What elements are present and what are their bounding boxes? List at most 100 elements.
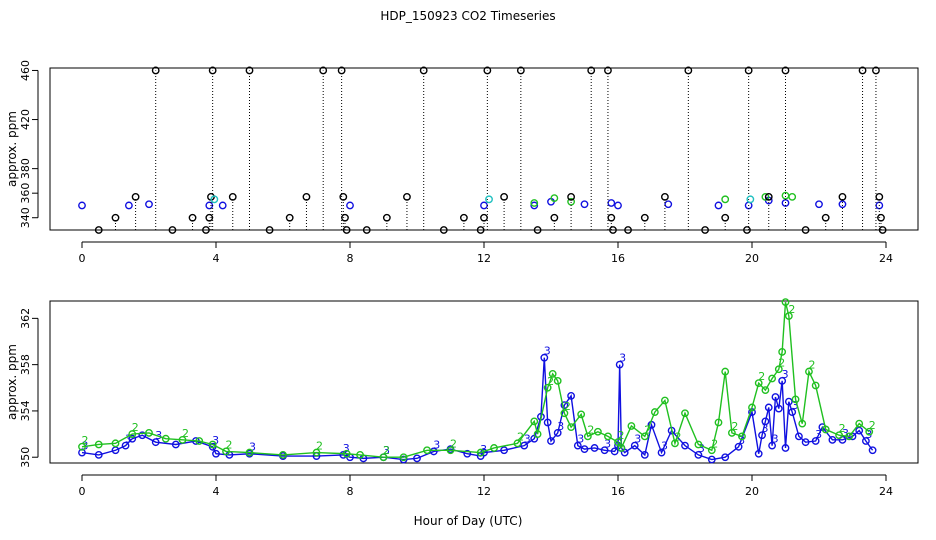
- series-3-point-label: 3: [557, 420, 564, 433]
- data-point: [188, 213, 197, 222]
- series-3-point-label: 3: [782, 368, 789, 381]
- series-3-point-label: 3: [577, 433, 584, 446]
- data-point: [560, 401, 569, 410]
- data-point: [778, 348, 787, 356]
- data-point: [774, 365, 783, 374]
- data-point: [208, 440, 217, 449]
- y-tick-label: 420: [19, 109, 32, 130]
- series-2-point-label: 2: [808, 359, 815, 372]
- data-point: [78, 201, 86, 210]
- series-2-point-label: 2: [226, 438, 233, 451]
- data-point: [746, 195, 755, 204]
- data-point: [768, 374, 776, 383]
- data-point: [855, 419, 864, 428]
- data-point: [540, 353, 549, 362]
- data-point: [784, 397, 793, 406]
- top-plot-data: [78, 66, 887, 234]
- series-2-point-label: 2: [788, 303, 795, 316]
- data-point: [533, 430, 542, 438]
- data-point: [245, 448, 254, 457]
- series-3-point-label: 3: [383, 444, 390, 457]
- data-point: [476, 448, 485, 457]
- data-point: [865, 427, 874, 436]
- y-tick-label: 460: [19, 60, 32, 81]
- data-point: [743, 226, 751, 234]
- data-point: [795, 432, 803, 441]
- x-tick-label: 20: [745, 485, 759, 498]
- data-point: [734, 442, 743, 451]
- data-point: [624, 226, 632, 234]
- data-point: [858, 66, 867, 75]
- bottom-y-axis: 350 354 358 362: [19, 308, 39, 468]
- data-point: [681, 409, 689, 418]
- x-tick-label: 8: [347, 485, 354, 498]
- data-point: [721, 213, 730, 222]
- data-point: [212, 449, 220, 458]
- data-point: [222, 447, 230, 456]
- series-2-point-label: 2: [316, 440, 323, 453]
- series-2-point-label: 2: [383, 444, 390, 457]
- data-point: [463, 449, 472, 458]
- data-point: [279, 450, 287, 459]
- data-point: [594, 427, 602, 436]
- data-point: [614, 438, 622, 447]
- data-point: [788, 408, 797, 416]
- data-point: [265, 226, 274, 234]
- x-tick-label: 0: [79, 485, 86, 498]
- data-point: [178, 435, 187, 444]
- data-point: [801, 438, 810, 447]
- y-tick-label: 362: [19, 308, 32, 329]
- data-point: [218, 201, 227, 210]
- data-point: [382, 213, 391, 222]
- data-point: [707, 455, 716, 464]
- series-3-line: [81, 357, 874, 461]
- series-2-point-label: 2: [644, 423, 651, 436]
- data-point: [758, 431, 766, 440]
- series-2-point-label: 2: [450, 437, 457, 450]
- series-2-point-label: 2: [731, 420, 738, 433]
- data-point: [577, 410, 586, 419]
- series-3-point-label: 3: [738, 434, 745, 447]
- data-point: [821, 425, 830, 434]
- data-point: [781, 444, 790, 452]
- top-y-axis-label: approx. ppm: [5, 111, 19, 187]
- data-point: [131, 192, 140, 201]
- data-point: [607, 199, 616, 207]
- data-point: [600, 446, 609, 455]
- data-point: [744, 66, 753, 75]
- data-point: [337, 66, 346, 75]
- data-point: [607, 213, 616, 222]
- series-2-point-label: 2: [711, 437, 718, 450]
- data-point: [791, 395, 800, 404]
- data-point: [128, 434, 137, 443]
- data-point: [168, 226, 177, 234]
- data-point: [121, 441, 130, 450]
- data-point: [94, 226, 103, 234]
- data-point: [342, 449, 351, 458]
- x-tick-label: 8: [347, 252, 354, 265]
- series-3-point-label: 3: [212, 434, 219, 447]
- series-2-point-label: 2: [869, 419, 876, 432]
- data-point: [721, 453, 730, 462]
- data-point: [161, 434, 170, 443]
- bottom-x-axis: 0 4 8 12 16 20 24: [79, 474, 893, 498]
- data-point: [640, 450, 649, 459]
- data-point: [771, 393, 780, 401]
- data-point: [413, 454, 421, 463]
- bottom-plot-frame: [49, 300, 919, 464]
- data-point: [821, 213, 830, 222]
- data-point: [781, 298, 790, 307]
- series-3-point-label: 3: [698, 442, 705, 455]
- x-tick-label: 0: [79, 252, 86, 265]
- data-point: [339, 192, 348, 201]
- data-point: [728, 429, 736, 437]
- x-tick-label: 20: [745, 252, 759, 265]
- data-point: [312, 448, 321, 457]
- data-point: [245, 66, 254, 75]
- x-tick-label: 12: [477, 485, 491, 498]
- data-point: [78, 442, 86, 451]
- series-3-point-label: 3: [433, 438, 440, 451]
- top-y-axis: 340 360 380 420 460: [19, 60, 39, 228]
- series-3-point-label: 3: [343, 442, 350, 455]
- data-point: [878, 226, 887, 234]
